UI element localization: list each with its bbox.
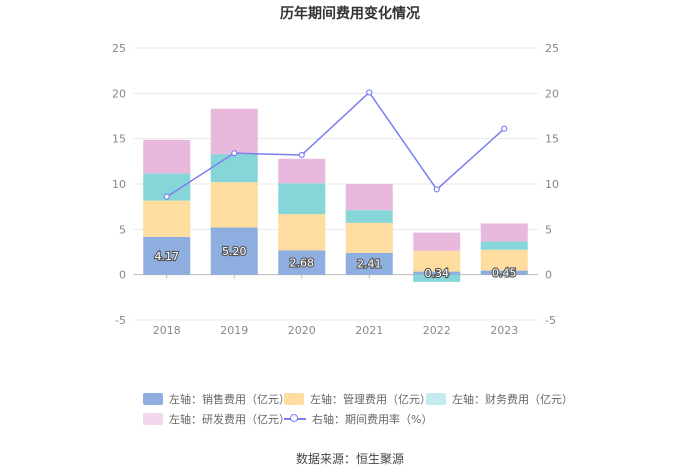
bar-admin-2020 [278,214,326,251]
y-tick-label-left: 0 [119,269,126,282]
bar-sales-2018 [143,236,191,275]
chart-title: 历年期间费用变化情况 [280,6,420,22]
x-tick-label: 2023 [490,324,518,337]
data-label-sales: 0.34 [425,267,450,280]
y-tick-label-left: 15 [112,133,126,146]
data-label-sales: 2.41 [357,258,382,271]
x-tick-label: 2018 [153,324,181,337]
x-tick-label: 2022 [423,324,451,337]
y-tick-label-left: 25 [112,42,126,55]
data-label-sales: 2.68 [290,257,315,270]
bar-finance-2021 [345,210,393,223]
legend-item-admin[interactable]: 左轴：管理费用（亿元） [284,391,431,407]
legend-label-rnd: 左轴：研发费用（亿元） [169,413,290,426]
legend-label-admin: 左轴：管理费用（亿元） [310,393,431,406]
data-source: 数据来源：恒生聚源 [295,452,404,466]
point-expense-rate-2021 [366,89,373,96]
y-tick-label-right: 20 [545,87,559,100]
bar-rnd-2019 [210,108,258,155]
y-tick-label-left: -5 [115,314,126,327]
bar-admin-2022 [413,250,461,272]
y-tick-label-right: 5 [545,223,552,236]
legend-line-swatch-rate [284,413,306,425]
bar-sales-2022 [413,271,461,275]
point-expense-rate-2019 [231,150,238,157]
legend-label-sales: 左轴：销售费用（亿元） [169,393,290,406]
point-expense-rate-2018 [163,193,170,200]
bar-rnd-2022 [413,232,461,251]
y-tick-label-left: 10 [112,178,126,191]
y-tick-label-right: 25 [545,42,559,55]
bar-admin-2019 [210,182,258,228]
y-tick-label-right: -5 [545,314,556,327]
bar-sales-2020 [278,250,326,275]
x-tick-label: 2019 [220,324,248,337]
legend-item-sales[interactable]: 左轴：销售费用（亿元） [143,391,290,407]
bar-admin-2023 [480,249,528,271]
bar-rnd-2020 [278,158,326,184]
bar-rnd-2023 [480,223,528,242]
data-label-sales: 5.20 [222,245,247,258]
legend-swatch-finance [426,393,446,405]
bar-finance-2019 [210,154,258,183]
bar-sales-2023 [480,270,528,275]
data-label-sales: 4.17 [155,250,180,263]
legend-swatch-sales [143,393,163,405]
legend-item-finance[interactable]: 左轴：财务费用（亿元） [426,391,573,407]
legend-swatch-rnd [143,413,163,425]
y-tick-label-left: 5 [119,223,126,236]
legend-item-rnd[interactable]: 左轴：研发费用（亿元） [143,411,290,427]
bar-admin-2018 [143,200,191,237]
bar-sales-2021 [345,252,393,275]
bar-rnd-2021 [345,183,393,211]
point-expense-rate-2023 [501,125,508,132]
point-expense-rate-2022 [433,186,440,193]
bar-finance-2020 [278,183,326,215]
legend-label-finance: 左轴：财务费用（亿元） [452,393,573,406]
y-tick-label-right: 10 [545,178,559,191]
legend-label-expense-rate: 右轴：期间费用率（%） [312,413,433,426]
y-tick-label-right: 0 [545,269,552,282]
bar-finance-2022 [413,274,461,282]
x-tick-label: 2021 [355,324,383,337]
point-expense-rate-2020 [298,151,305,159]
data-label-sales: 0.45 [492,267,517,280]
x-tick-label: 2020 [288,324,316,337]
line-expense-rate [166,91,505,198]
bar-rnd-2018 [143,139,191,174]
y-tick-label-left: 20 [112,87,126,100]
bar-admin-2021 [345,222,393,253]
bar-sales-2019 [210,227,258,275]
legend-swatch-admin [284,393,304,405]
y-tick-label-right: 15 [545,133,559,146]
bar-finance-2023 [480,241,528,250]
legend-item-expense-rate[interactable]: 右轴：期间费用率（%） [284,411,432,427]
